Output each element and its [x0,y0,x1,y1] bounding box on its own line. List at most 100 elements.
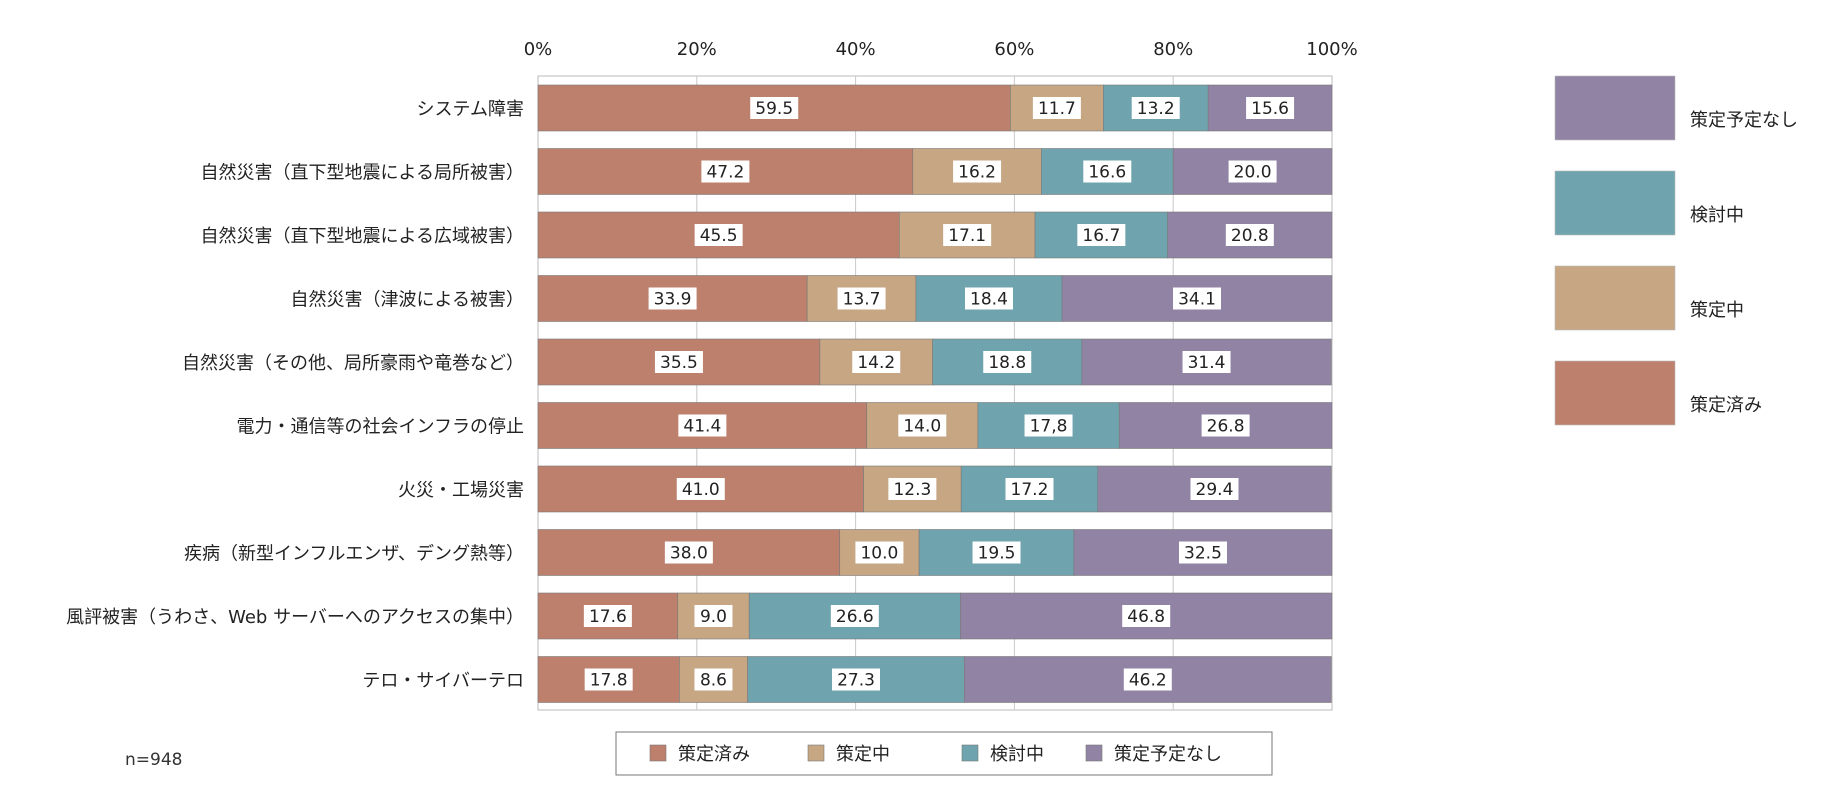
data-label-box [1190,478,1239,500]
bar-segment [1207,84,1333,132]
data-label-box [1246,97,1295,119]
data-label-box [898,414,947,437]
data-label: 31.4 [1188,353,1226,373]
data-label-box [701,160,750,183]
data-label-box [888,478,937,500]
bar-segment [932,338,1083,386]
data-label: 17.8 [590,671,628,691]
data-label: 17.6 [589,607,627,627]
data-label: 32.5 [1184,544,1222,564]
category-label: 疾病（新型インフルエンザ、デング熱等） [184,544,524,565]
legend-right-swatch [1554,75,1676,141]
data-label: 29.4 [1196,480,1234,500]
data-label: 19.5 [978,544,1016,564]
data-label: 17.1 [948,226,986,246]
data-label: 59.5 [755,99,793,119]
legend-label: 策定予定なし [1114,744,1222,765]
data-label: 17.2 [1011,480,1049,500]
data-label-box [1201,414,1250,437]
data-label: 26.8 [1207,417,1245,437]
data-label-box [943,224,992,246]
data-label: 47.2 [706,163,744,183]
legend-label: 策定中 [836,744,890,765]
category-label: 自然災害（津波による被害） [291,290,524,311]
data-label-box [694,605,733,627]
data-label: 34.1 [1178,290,1216,310]
data-label: 13.7 [843,290,881,310]
data-label-box [584,668,633,691]
data-label: 41.0 [682,480,720,500]
data-label: 17,8 [1030,417,1068,437]
sample-size-note: n=948 [125,750,183,770]
data-label: 16.2 [958,163,996,183]
data-label-box [1182,351,1231,373]
x-tick-label: 80% [1153,39,1193,60]
data-label: 11.7 [1038,99,1076,119]
data-label-box [1122,605,1171,627]
category-label: システム障害 [417,99,524,120]
data-label-box [654,351,703,373]
x-tick-label: 20% [677,39,717,60]
bar-segment [537,211,900,259]
category-label: 電力・通信等の社会インフラの停止 [237,417,524,438]
legend-right-label: 策定済み [1690,395,1762,416]
x-tick-label: 0% [524,39,553,60]
data-label-box [1032,97,1081,119]
x-tick-label: 40% [836,39,876,60]
data-label: 33.9 [654,290,692,310]
data-label: 16.7 [1082,226,1120,246]
legend-right-label: 策定中 [1690,300,1744,321]
data-label-box [1225,224,1274,246]
data-label-box [983,351,1032,373]
data-label-box [837,287,886,310]
data-label: 41.4 [683,417,721,437]
legend-label: 検討中 [990,744,1044,765]
legend-right-swatch [1554,360,1676,426]
data-label-box [694,668,733,691]
data-label: 16.6 [1088,163,1126,183]
data-label-box [678,414,727,437]
data-label-box [750,97,799,119]
legend-right-swatch [1554,265,1676,331]
data-label: 26.6 [836,607,874,627]
legend-swatch [961,744,979,762]
data-label-box [1083,160,1132,183]
legend-right-swatch [1554,170,1676,236]
category-label: 自然災害（その他、局所豪雨や竜巻など） [182,353,524,374]
data-label: 46.2 [1129,671,1167,691]
legend-right-label: 検討中 [1690,205,1744,226]
data-label-box [855,541,904,564]
legend-bottom [615,731,1273,776]
data-label-box [852,351,901,373]
data-label-box [1024,414,1073,437]
legend-swatch [1085,744,1103,762]
data-label-box [1228,160,1277,183]
category-label: テロ・サイバーテロ [362,671,524,692]
data-label: 27.3 [837,671,875,691]
data-label-box [648,287,697,310]
data-label-box [694,224,743,246]
category-label: 風評被害（うわさ、Web サーバーへのアクセスの集中） [66,607,524,628]
data-label-box [953,160,1002,183]
data-label: 12.3 [893,480,931,500]
category-label: 火災・工場災害 [398,480,524,501]
data-label-box [676,478,725,500]
category-label: 自然災害（直下型地震による広域被害） [201,226,524,247]
x-tick-label: 60% [994,39,1034,60]
data-label: 15.6 [1251,99,1289,119]
data-label: 20.8 [1231,226,1269,246]
data-label-box [1123,668,1172,691]
legend-right-label: 策定予定なし [1690,110,1798,131]
legend-swatch [649,744,667,762]
data-label: 38.0 [670,544,708,564]
data-label: 45.5 [700,226,738,246]
data-label-box [1005,478,1054,500]
data-label-box [831,668,880,691]
data-label: 10.0 [860,544,898,564]
data-label-box [1178,541,1227,564]
data-label: 13.2 [1137,99,1175,119]
data-label-box [583,605,632,627]
data-label-box [1173,287,1222,310]
data-label-box [664,541,713,564]
